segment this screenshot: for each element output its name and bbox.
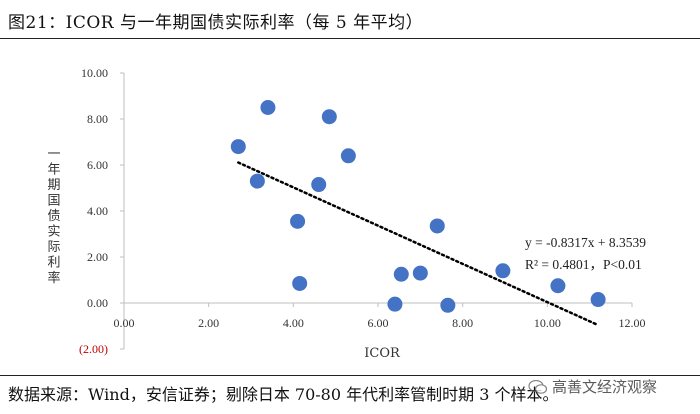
x-tick-label: 2.00 bbox=[198, 316, 219, 330]
x-tick-label: 4.00 bbox=[283, 316, 304, 330]
data-points bbox=[230, 100, 606, 313]
x-tick-label: 10.00 bbox=[534, 316, 561, 330]
data-point bbox=[340, 148, 356, 164]
y-axis-title: 一年期国债实际利率 bbox=[47, 147, 60, 286]
wechat-icon bbox=[528, 379, 548, 394]
y-tick-label: 6.00 bbox=[87, 158, 108, 172]
x-tick-label: 8.00 bbox=[452, 316, 473, 330]
data-point bbox=[429, 218, 445, 234]
trendline-stats: R² = 0.4801，P<0.01 bbox=[525, 257, 642, 272]
watermark-text: 高善文经济观察 bbox=[552, 378, 658, 396]
x-tick-label: 12.00 bbox=[619, 316, 646, 330]
data-point bbox=[550, 278, 566, 294]
trendline-group bbox=[237, 161, 600, 327]
x-tick-label: 6.00 bbox=[368, 316, 389, 330]
data-point bbox=[440, 297, 456, 313]
data-point bbox=[321, 109, 337, 125]
data-point bbox=[387, 296, 403, 312]
x-tick-label: 0.00 bbox=[114, 316, 135, 330]
data-point bbox=[412, 265, 428, 281]
chart-axes bbox=[120, 72, 633, 350]
y-tick-label: 8.00 bbox=[87, 112, 108, 126]
data-point bbox=[495, 263, 511, 279]
data-point bbox=[260, 100, 276, 115]
y-tick-label: 2.00 bbox=[87, 250, 108, 264]
x-tick-labels: 0.00 2.00 4.00 6.00 8.00 10.00 12.00 bbox=[114, 316, 646, 330]
trendline-equation: y = -0.8317x + 8.3539 bbox=[525, 235, 646, 250]
trendline bbox=[237, 161, 600, 327]
figure-title: 图21：ICOR 与一年期国债实际利率（每 5 年平均） bbox=[8, 13, 424, 33]
source-note: 数据来源：Wind，安信证券；剔除日本 70-80 年代利率管制时期 3 个样本… bbox=[8, 385, 559, 404]
data-point bbox=[311, 177, 327, 193]
y-tick-label: (2.00) bbox=[79, 342, 108, 356]
data-point bbox=[292, 275, 308, 291]
y-tick-label: 10.00 bbox=[81, 66, 108, 80]
x-axis-title: ICOR bbox=[364, 346, 401, 361]
data-point bbox=[590, 292, 606, 308]
y-tick-label: 4.00 bbox=[87, 204, 108, 218]
bottom-rule bbox=[0, 375, 700, 376]
top-rule bbox=[0, 38, 700, 39]
data-point bbox=[249, 173, 265, 189]
data-point bbox=[290, 213, 306, 229]
data-point bbox=[393, 266, 409, 282]
data-point bbox=[230, 139, 246, 155]
y-tick-label: 0.00 bbox=[87, 296, 108, 310]
watermark: 高善文经济观察 bbox=[528, 376, 657, 397]
y-tick-labels: 10.00 8.00 6.00 4.00 2.00 0.00 (2.00) bbox=[79, 66, 108, 356]
